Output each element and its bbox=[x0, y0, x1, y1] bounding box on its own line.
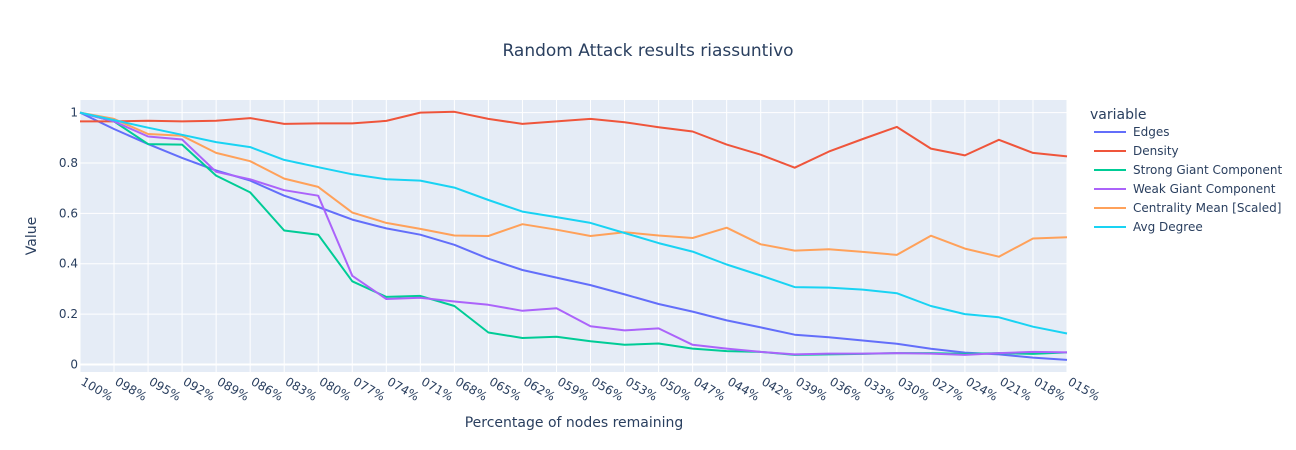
legend-label: Density bbox=[1133, 144, 1179, 158]
y-tick-label: 1 bbox=[70, 106, 78, 120]
x-axis-ticks: 100%098%095%092%089%086%083%080%077%074%… bbox=[79, 374, 1103, 403]
gridlines bbox=[79, 100, 1068, 372]
x-tick-label: 044% bbox=[725, 374, 762, 403]
x-tick-label: 095% bbox=[147, 374, 184, 403]
legend-item-edges[interactable]: Edges bbox=[1094, 125, 1169, 139]
series-lines bbox=[79, 110, 1068, 361]
x-tick-label: 036% bbox=[827, 374, 864, 403]
x-tick-label: 033% bbox=[861, 374, 898, 403]
series-line-weak-giant-component[interactable] bbox=[79, 111, 1068, 356]
x-tick-label: 042% bbox=[759, 374, 796, 403]
x-tick-label: 062% bbox=[521, 374, 558, 403]
x-tick-label: 074% bbox=[385, 374, 422, 403]
x-tick-label: 047% bbox=[691, 374, 728, 403]
legend-label: Avg Degree bbox=[1133, 220, 1203, 234]
legend-label: Weak Giant Component bbox=[1133, 182, 1276, 196]
x-tick-label: 027% bbox=[929, 374, 966, 403]
x-tick-label: 083% bbox=[283, 374, 320, 403]
chart-title: Random Attack results riassuntivo bbox=[502, 41, 793, 61]
legend-label: Centrality Mean [Scaled] bbox=[1133, 201, 1281, 215]
x-tick-label: 050% bbox=[657, 374, 694, 403]
y-tick-label: 0.2 bbox=[59, 307, 78, 321]
y-axis-title: Value bbox=[24, 217, 40, 255]
x-tick-label: 077% bbox=[351, 374, 388, 403]
legend-title: variable bbox=[1090, 107, 1146, 123]
x-tick-label: 059% bbox=[555, 374, 592, 403]
legend-item-avg-degree[interactable]: Avg Degree bbox=[1094, 220, 1203, 234]
x-tick-label: 018% bbox=[1031, 374, 1068, 403]
x-tick-label: 089% bbox=[215, 374, 252, 403]
y-tick-label: 0 bbox=[70, 357, 78, 371]
x-tick-label: 086% bbox=[249, 374, 286, 403]
x-tick-label: 021% bbox=[997, 374, 1034, 403]
series-line-centrality-mean-scaled[interactable] bbox=[79, 111, 1068, 258]
x-axis-title: Percentage of nodes remaining bbox=[465, 415, 684, 431]
x-tick-label: 080% bbox=[317, 374, 354, 403]
y-tick-label: 0.8 bbox=[59, 156, 78, 170]
x-tick-label: 053% bbox=[623, 374, 660, 403]
legend-item-strong-giant-component[interactable]: Strong Giant Component bbox=[1094, 163, 1282, 177]
x-tick-label: 068% bbox=[453, 374, 490, 403]
x-tick-label: 100% bbox=[79, 374, 116, 403]
x-tick-label: 092% bbox=[181, 374, 218, 403]
x-tick-label: 098% bbox=[113, 374, 150, 403]
series-line-avg-degree[interactable] bbox=[79, 111, 1068, 335]
x-tick-label: 056% bbox=[589, 374, 626, 403]
legend-item-weak-giant-component[interactable]: Weak Giant Component bbox=[1094, 182, 1276, 196]
x-tick-label: 071% bbox=[419, 374, 456, 403]
x-tick-label: 030% bbox=[895, 374, 932, 403]
series-line-density[interactable] bbox=[80, 110, 1068, 169]
x-tick-label: 015% bbox=[1066, 374, 1103, 403]
x-tick-label: 039% bbox=[793, 374, 830, 403]
x-tick-label: 024% bbox=[963, 374, 1000, 403]
legend[interactable]: variable Edges Density Strong Giant Compon… bbox=[1090, 107, 1282, 234]
legend-label: Strong Giant Component bbox=[1133, 163, 1282, 177]
y-axis-ticks: 0 0.2 0.4 0.6 0.8 1 bbox=[59, 106, 78, 372]
legend-item-centrality-mean-scaled[interactable]: Centrality Mean [Scaled] bbox=[1094, 201, 1281, 215]
x-tick-label: 065% bbox=[487, 374, 524, 403]
y-tick-label: 0.6 bbox=[59, 206, 78, 220]
legend-label: Edges bbox=[1133, 125, 1169, 139]
y-tick-label: 0.4 bbox=[59, 257, 78, 271]
legend-item-density[interactable]: Density bbox=[1094, 144, 1179, 158]
